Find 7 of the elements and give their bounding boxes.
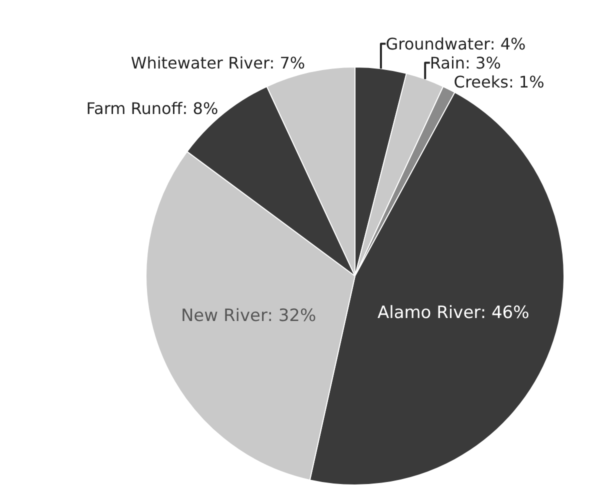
slice-label: Farm Runoff: 8% [86, 98, 218, 118]
slice-label: New River: 32% [180, 306, 316, 326]
slice-label: Groundwater: 4% [386, 34, 526, 54]
slice-label: Rain: 3% [430, 53, 501, 72]
slice-label: Creeks: 1% [454, 72, 544, 92]
slice-label: Whitewater River: 7% [130, 53, 306, 72]
slice-label: Alamo River: 46% [377, 302, 530, 323]
